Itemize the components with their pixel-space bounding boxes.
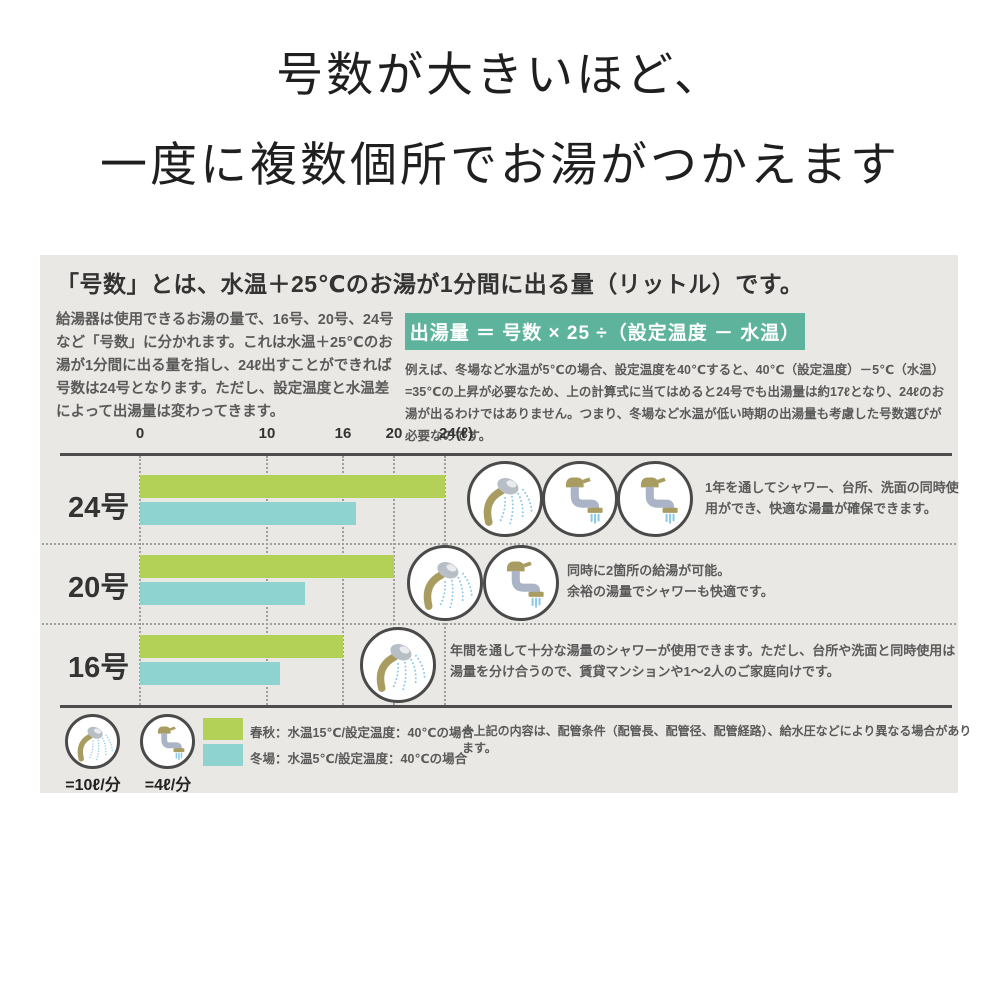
- legend-swatch-winter: [203, 744, 243, 766]
- bar-20-winter: [140, 582, 306, 605]
- legend-swatch-spring-autumn: [203, 718, 243, 740]
- page-title-line2: 一度に複数個所でお湯がつかえます: [100, 138, 900, 191]
- bar-24-winter: [140, 502, 357, 525]
- shower-icon: [65, 714, 120, 769]
- shower-icon: [467, 461, 543, 537]
- axis-tick-20: 20: [385, 425, 403, 442]
- legend-label-winter: 冬場：水温5℃/設定温度：40℃の場合: [250, 752, 468, 766]
- faucet-icon: [617, 461, 693, 537]
- gridline-10: [266, 456, 268, 705]
- row-desc-24: 1年を通してシャワー、台所、洗面の同時使用ができ、快適な湯量が確保できます。: [705, 480, 959, 516]
- faucet-icon: [483, 545, 559, 621]
- gridline-16: [342, 456, 344, 705]
- chart-bottom-line: [60, 705, 952, 708]
- axis-tick-24: 24(ℓ): [438, 425, 474, 442]
- row-label-16: 16号: [68, 652, 130, 684]
- bars-24: [140, 475, 445, 525]
- axis-tick-0: 0: [135, 425, 145, 442]
- gridline-20: [393, 456, 395, 705]
- row-separator-1: [42, 543, 956, 545]
- axis-tick-16: 16: [334, 425, 352, 442]
- chart-axis-line: [60, 453, 952, 456]
- shower-rate-label: =10ℓ/分: [65, 777, 121, 794]
- formula-box: 出湯量 ＝ 号数 × 25 ÷（設定温度 － 水温）: [405, 313, 805, 350]
- bar-24-spring-autumn: [140, 475, 445, 498]
- row-label-20: 20号: [68, 572, 130, 604]
- page-title-line1: 号数が大きいほど、: [276, 48, 724, 101]
- row-desc-16: 年間を通して十分な湯量のシャワーが使用できます。ただし、台所や洗面と同時使用は湯…: [450, 643, 956, 679]
- intro-paragraph: 給湯器は使用できるお湯の量で、16号、20号、24号など「号数」に分かれます。こ…: [56, 312, 394, 420]
- legend-note: ※上記の内容は、配管条件（配管長、配管径、配管経路）、給水圧などにより異なる場合…: [462, 724, 972, 755]
- shower-icon: [360, 627, 436, 703]
- row-label-24: 24号: [68, 492, 130, 524]
- panel-heading: 「号数」とは、水温＋25℃のお湯が1分間に出る量（リットル）です。: [56, 271, 804, 297]
- bar-16-spring-autumn: [140, 635, 344, 658]
- bars-20: [140, 555, 445, 605]
- gridline-0: [139, 456, 141, 705]
- info-panel: 「号数」とは、水温＋25℃のお湯が1分間に出る量（リットル）です。 給湯器は使用…: [40, 255, 971, 794]
- faucet-rate-label: =4ℓ/分: [144, 777, 192, 794]
- row-separator-2: [42, 623, 956, 625]
- bar-16-winter: [140, 662, 280, 685]
- faucet-icon: [140, 714, 195, 769]
- bar-20-spring-autumn: [140, 555, 395, 578]
- shower-icon: [407, 545, 483, 621]
- row-desc-20: 同時に2箇所の給湯が可能。 余裕の湯量でシャワーも快適です。: [567, 563, 774, 599]
- legend-label-spring-autumn: 春秋：水温15℃/設定温度：40℃の場合: [250, 726, 475, 740]
- axis-tick-10: 10: [258, 425, 276, 442]
- formula-text: 出湯量 ＝ 号数 × 25 ÷（設定温度 － 水温）: [409, 323, 801, 344]
- faucet-icon: [542, 461, 618, 537]
- bars-16: [140, 635, 445, 685]
- formula-note: 例えば、冬場など水温が5℃の場合、設定温度を40℃すると、40℃（設定温度）－5…: [405, 363, 945, 443]
